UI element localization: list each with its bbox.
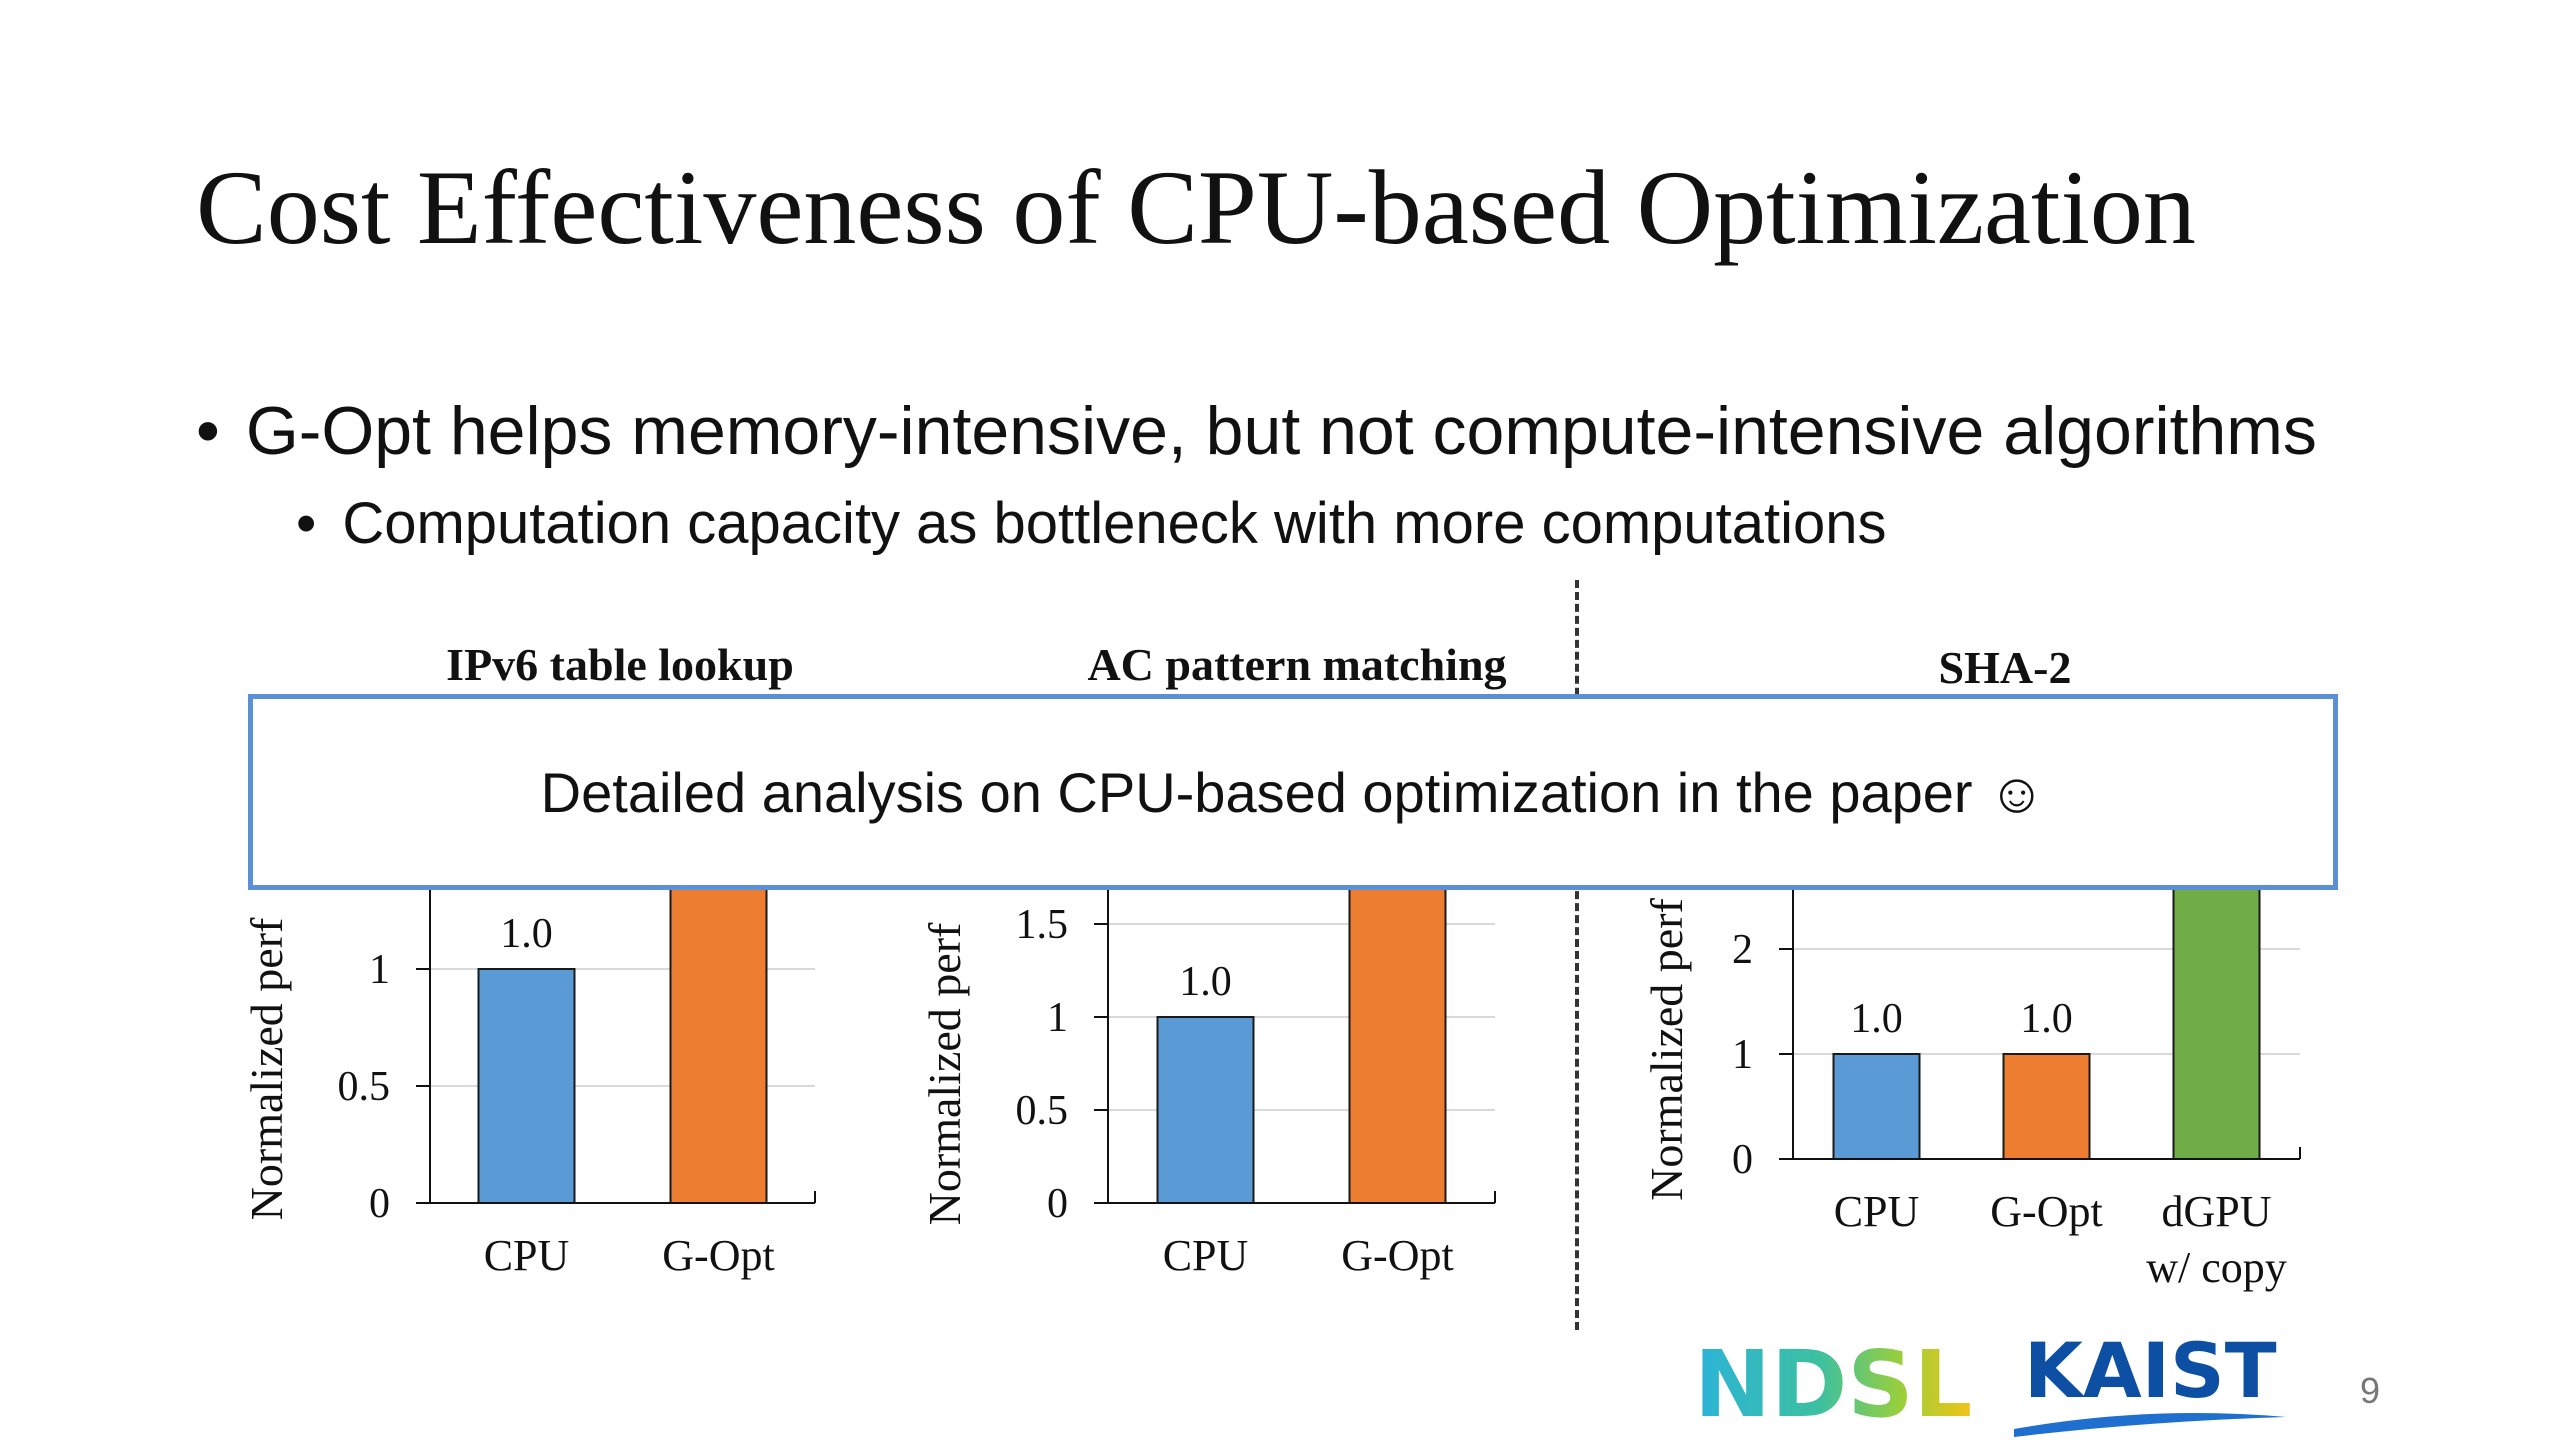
- bar-g-opt: [1348, 844, 1447, 1204]
- x-category-label: dGPU: [2161, 1187, 2271, 1236]
- x-category-label: G-Opt: [1990, 1187, 2102, 1236]
- data-label: 1.0: [500, 911, 553, 957]
- bar-cpu: [477, 968, 576, 1204]
- section-divider: [1575, 580, 1579, 1330]
- x-category-label: G-Opt: [662, 1231, 774, 1280]
- callout-text: Detailed analysis on CPU-based optimizat…: [540, 760, 2046, 824]
- y-axis-label: Normalized perf: [1641, 897, 1692, 1200]
- y-tick-label: 1.5: [1016, 902, 1069, 948]
- chart-title: AC pattern matching: [1087, 639, 1506, 690]
- x-category-label: G-Opt: [1341, 1231, 1453, 1280]
- y-tick-label: 2: [1732, 927, 1753, 973]
- slide-title: Cost Effectiveness of CPU-based Optimiza…: [196, 149, 2196, 266]
- page-number: 9: [2360, 1370, 2381, 1411]
- bar-cpu: [1832, 1053, 1921, 1160]
- callout-box: Detailed analysis on CPU-based optimizat…: [248, 694, 2338, 890]
- x-category-label: w/ copy: [2146, 1243, 2287, 1292]
- y-tick-label: 1: [1047, 995, 1068, 1041]
- bullet-main-text: G-Opt helps memory-intensive, but not co…: [245, 393, 2317, 469]
- y-tick-label: 0: [1732, 1137, 1753, 1183]
- y-tick-label: 0.5: [338, 1064, 391, 1110]
- y-tick-label: 0: [1047, 1181, 1068, 1227]
- data-label: 1.0: [1850, 996, 1903, 1042]
- y-tick-label: 0: [369, 1181, 390, 1227]
- bar-g-opt: [669, 834, 768, 1204]
- y-tick-label: 0.5: [1016, 1088, 1069, 1134]
- kaist-swoosh: [2014, 1413, 2286, 1437]
- y-tick-label: 1: [1732, 1032, 1753, 1078]
- bar-dgpu-w-copy: [2172, 843, 2261, 1160]
- x-category-label: CPU: [1163, 1231, 1249, 1280]
- kaist-logo-text: KAIST: [2024, 1326, 2277, 1415]
- x-category-label: CPU: [1834, 1187, 1920, 1236]
- chart-title: SHA-2: [1939, 642, 2072, 693]
- data-label: 1.0: [1179, 959, 1232, 1005]
- bar-cpu: [1156, 1016, 1255, 1204]
- y-axis-label: Normalized perf: [919, 922, 970, 1225]
- data-label: 1.0: [2020, 996, 2073, 1042]
- y-tick-label: 1: [369, 947, 390, 993]
- bullet-sub-text: Computation capacity as bottleneck with …: [342, 491, 1887, 556]
- bullet-dot: •: [296, 491, 317, 556]
- bar-g-opt: [2002, 1053, 2091, 1160]
- bullet-main: • G-Opt helps memory-intensive, but not c…: [196, 392, 2317, 470]
- y-axis-label: Normalized perf: [241, 917, 292, 1220]
- kaist-logo: KAIST: [2014, 1326, 2286, 1437]
- x-category-label: CPU: [484, 1231, 570, 1280]
- bullet-sub: • Computation capacity as bottleneck with…: [296, 490, 1887, 557]
- bullet-dot: •: [196, 393, 220, 469]
- ndsl-logo-text: NDSL: [1694, 1331, 1972, 1438]
- ndsl-logo: NDSL: [1694, 1331, 1972, 1438]
- chart-title: IPv6 table lookup: [446, 639, 794, 690]
